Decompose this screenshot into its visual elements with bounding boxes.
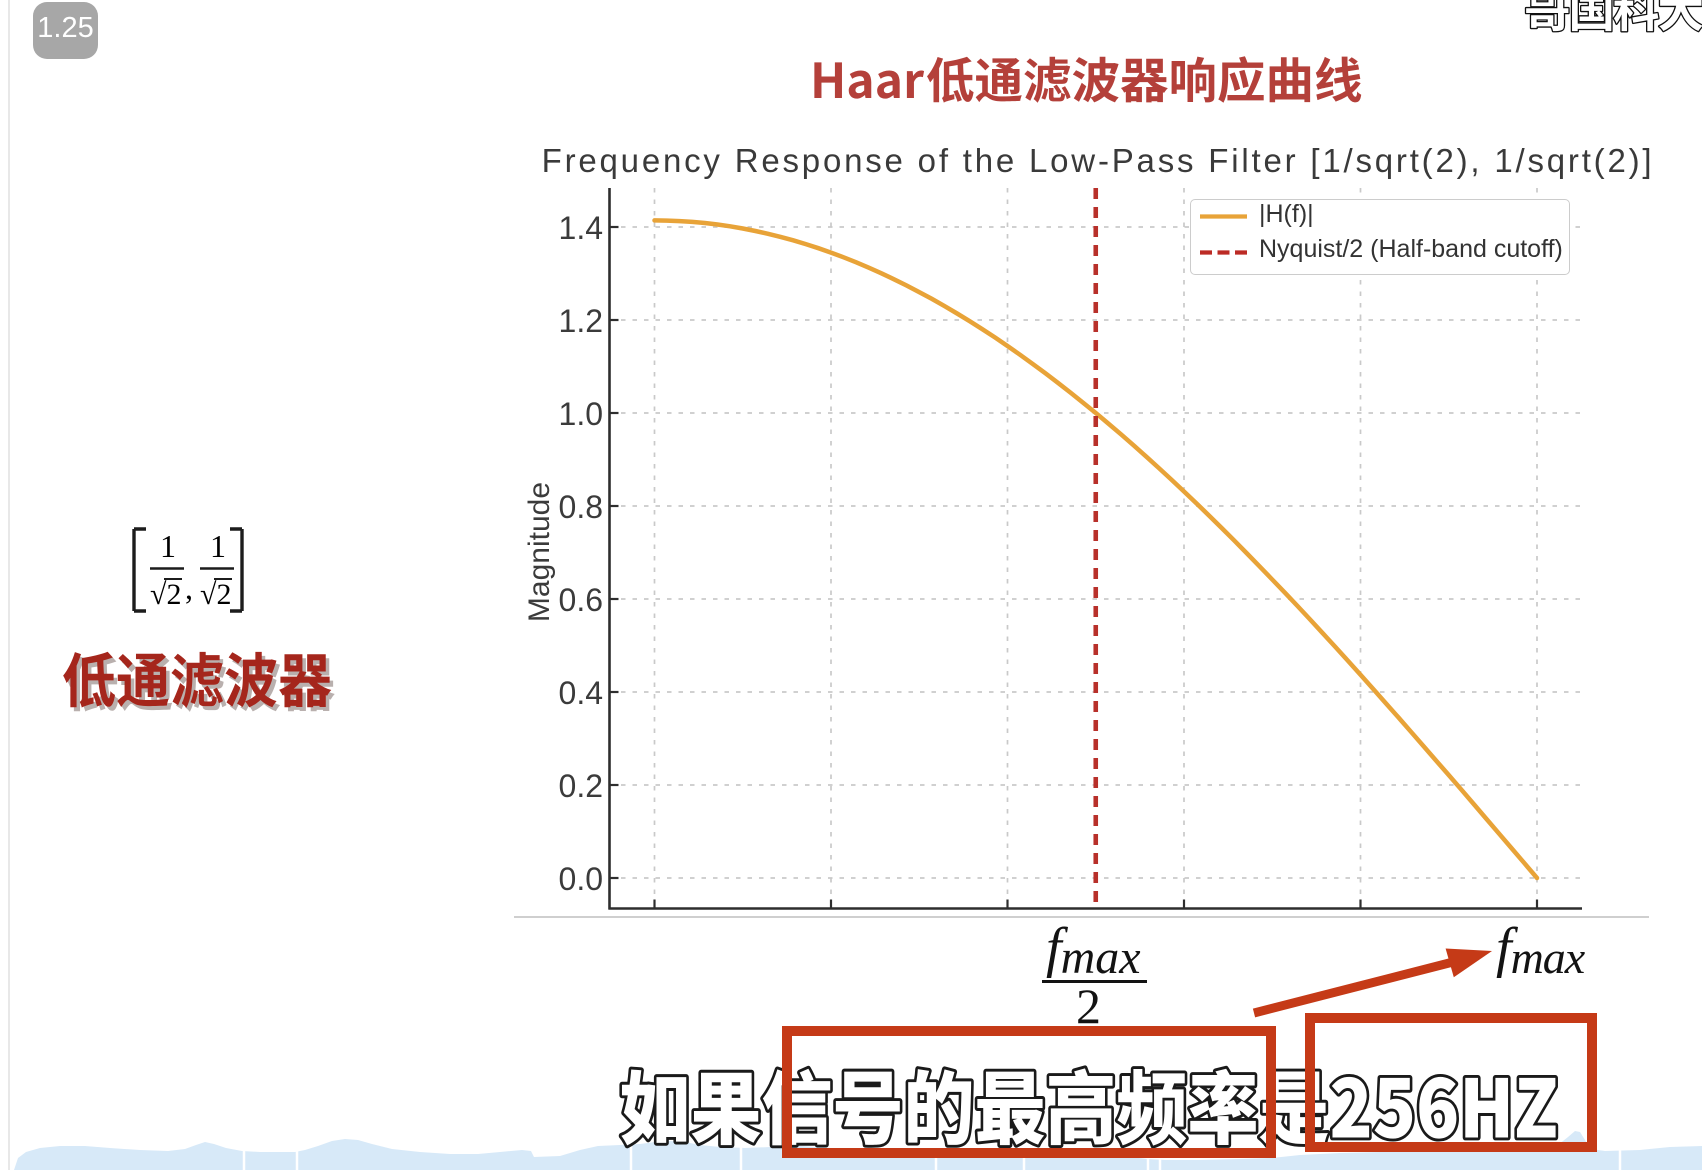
svg-text:√2: √2 bbox=[200, 578, 231, 611]
svg-text:1: 1 bbox=[160, 528, 176, 564]
svg-text:1: 1 bbox=[210, 528, 226, 564]
svg-text:,: , bbox=[185, 570, 193, 606]
svg-text:√2: √2 bbox=[150, 578, 181, 611]
